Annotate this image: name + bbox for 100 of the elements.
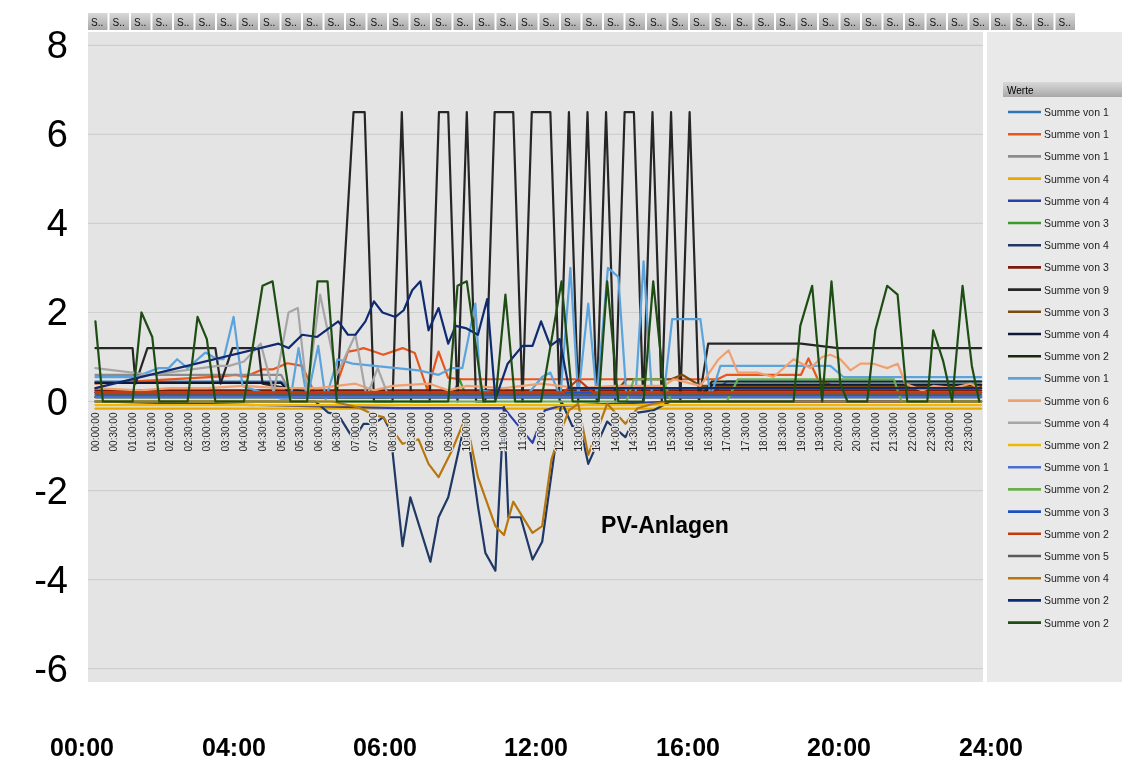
y-tick-label: -4 <box>34 558 68 601</box>
text: S.. <box>392 16 405 28</box>
x-tick-label: 22:30:00 <box>925 412 937 452</box>
text: S.. <box>693 16 706 28</box>
text: S.. <box>370 16 383 28</box>
x-tick-label: 15:00:00 <box>646 412 658 452</box>
text: S.. <box>263 16 276 28</box>
x-tick-label: 10:30:00 <box>479 412 491 452</box>
x-tick-label: 02:00:00 <box>164 412 176 452</box>
text: S.. <box>155 16 168 28</box>
legend-label: Summe von 6 <box>1044 394 1109 407</box>
text: S.. <box>198 16 211 28</box>
text: S.. <box>1015 16 1028 28</box>
text: S.. <box>134 16 147 28</box>
legend-label: Summe von 3 <box>1044 305 1109 318</box>
text: S.. <box>413 16 426 28</box>
x-tick-label: 06:30:00 <box>331 412 343 452</box>
y-tick-label: 2 <box>46 291 68 334</box>
legend-label: Summe von 1 <box>1044 150 1109 163</box>
x-tick-label: 09:30:00 <box>442 412 454 452</box>
x-tick-label: 22:00:00 <box>906 412 918 452</box>
text: S.. <box>671 16 684 28</box>
legend-label: Summe von 4 <box>1044 239 1109 252</box>
text: S.. <box>177 16 190 28</box>
legend-label: Summe von 2 <box>1044 616 1109 629</box>
x-tick-label: 10:00:00 <box>461 412 473 452</box>
text: S.. <box>843 16 856 28</box>
text: S.. <box>306 16 319 28</box>
text: S.. <box>757 16 770 28</box>
text: S.. <box>714 16 727 28</box>
text: S.. <box>241 16 254 28</box>
legend-label: Summe von 2 <box>1044 350 1109 363</box>
text: S.. <box>1037 16 1050 28</box>
text: S.. <box>499 16 512 28</box>
x-tick-label: 01:30:00 <box>145 412 157 452</box>
legend-label: Summe von 4 <box>1044 572 1109 585</box>
legend-label: Summe von 4 <box>1044 416 1109 429</box>
x-tick-label: 20:00:00 <box>832 412 844 452</box>
x-tick-label: 13:30:00 <box>591 412 603 452</box>
x-tick-label: 19:30:00 <box>814 412 826 452</box>
y-tick-label: 0 <box>46 380 68 423</box>
legend-label: Summe von 2 <box>1044 483 1109 496</box>
text: S.. <box>972 16 985 28</box>
y-tick-label: 8 <box>46 24 68 67</box>
text: S.. <box>112 16 125 28</box>
text: S.. <box>564 16 577 28</box>
legend-label: Summe von 1 <box>1044 106 1109 118</box>
x-tick-label: 17:00:00 <box>721 412 733 452</box>
text: 24:00 <box>959 733 1023 761</box>
x-tick-label: 16:00:00 <box>684 412 696 452</box>
x-tick-label: 00:30:00 <box>108 412 120 452</box>
x-tick-label: 11:00:00 <box>498 412 510 451</box>
x-tick-label: 19:00:00 <box>795 412 807 452</box>
legend-label: Summe von 2 <box>1044 527 1109 540</box>
x-tick-label: 18:00:00 <box>758 412 770 452</box>
x-tick-label: 02:30:00 <box>182 412 194 452</box>
text: S.. <box>478 16 491 28</box>
legend-label: Summe von 1 <box>1044 372 1109 385</box>
x-tick-label: 16:30:00 <box>702 412 714 452</box>
text: S.. <box>650 16 663 28</box>
x-tick-label: 21:00:00 <box>869 412 881 452</box>
text: S.. <box>779 16 792 28</box>
y-tick-label: -6 <box>34 647 68 690</box>
x-tick-label: 08:30:00 <box>405 412 417 452</box>
y-tick-label: -2 <box>34 469 68 512</box>
legend-label: Summe von 5 <box>1044 550 1109 562</box>
legend-label: Summe von 2 <box>1044 594 1109 607</box>
text: S.. <box>456 16 469 28</box>
x-tick-label: 12:00:00 <box>535 412 547 452</box>
x-tick-label: 14:30:00 <box>628 412 640 452</box>
legend-label: Summe von 3 <box>1044 505 1109 518</box>
text: S.. <box>349 16 362 28</box>
legend-label: Summe von 2 <box>1044 439 1109 451</box>
x-tick-label: 05:00:00 <box>275 412 287 452</box>
legend-label: Summe von 9 <box>1044 283 1109 296</box>
text: S.. <box>908 16 921 28</box>
text: S.. <box>628 16 641 28</box>
legend-title: Werte <box>1007 84 1034 96</box>
text: S.. <box>886 16 899 28</box>
text: S.. <box>542 16 555 28</box>
y-tick-label: 6 <box>46 113 68 156</box>
legend-label: Summe von 1 <box>1044 128 1109 141</box>
text: S.. <box>521 16 534 28</box>
text: S.. <box>994 16 1007 28</box>
x-tick-label: 18:30:00 <box>776 412 788 452</box>
x-tick-label: 12:30:00 <box>554 412 566 452</box>
x-tick-label: 14:00:00 <box>609 412 621 452</box>
legend-label: Summe von 3 <box>1044 217 1109 229</box>
text: 06:00 <box>353 733 417 761</box>
text: S.. <box>327 16 340 28</box>
text: 12:00 <box>504 733 568 761</box>
x-tick-label: 09:00:00 <box>424 412 436 452</box>
legend-label: Summe von 4 <box>1044 194 1109 207</box>
legend-label: Summe von 1 <box>1044 461 1109 474</box>
text: S.. <box>91 16 104 28</box>
x-tick-label: 04:00:00 <box>238 412 250 452</box>
x-tick-label: 03:30:00 <box>219 412 231 452</box>
text: S.. <box>607 16 620 28</box>
legend-label: Summe von 3 <box>1044 261 1109 274</box>
x-tick-label: 08:00:00 <box>387 412 399 452</box>
